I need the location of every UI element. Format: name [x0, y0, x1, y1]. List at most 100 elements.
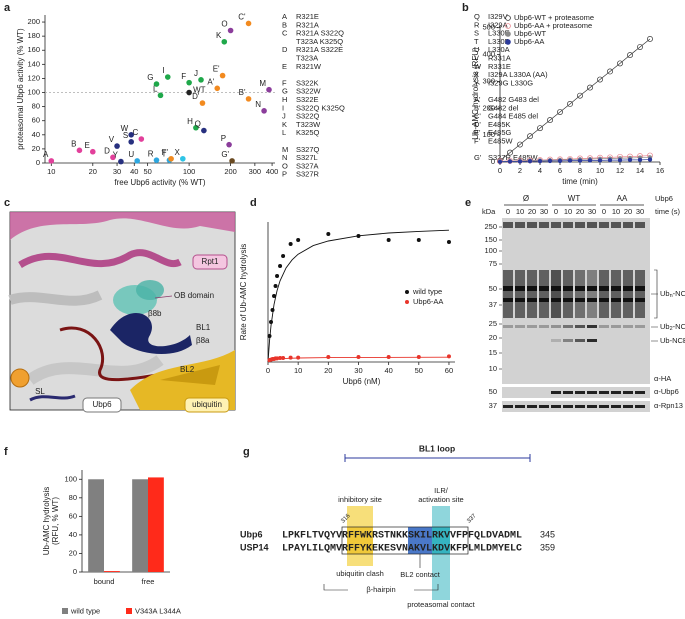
- point: [497, 159, 503, 164]
- marker-label: 15: [489, 348, 497, 357]
- point: [272, 294, 277, 298]
- series-line: [499, 159, 651, 163]
- band: [575, 222, 585, 228]
- x-tick-label: free: [142, 577, 155, 586]
- legend-marker: [505, 15, 511, 21]
- y-tick-label: 200: [482, 103, 495, 112]
- legend-label: S322Q: [296, 112, 320, 121]
- band: [551, 391, 561, 394]
- legend-label: R321E: [296, 12, 319, 21]
- band: [539, 325, 549, 328]
- point: [229, 158, 235, 164]
- structure-label: Ubp6: [92, 400, 112, 409]
- x-tick-label: 6: [558, 166, 562, 175]
- legend-label: V343A L344A: [135, 606, 181, 615]
- point: [326, 355, 331, 359]
- y-tick-label: 0: [36, 158, 40, 167]
- legend-label: R321A S322E: [296, 45, 343, 54]
- annotation: activation site: [418, 495, 463, 504]
- band: [527, 325, 537, 328]
- legend-key: E': [474, 128, 481, 137]
- legend-label: I329G L330G: [488, 78, 533, 87]
- band: [611, 286, 621, 291]
- band: [563, 298, 573, 302]
- band: [527, 222, 537, 228]
- point: [288, 242, 293, 246]
- point-label: D: [104, 146, 110, 155]
- band: [623, 391, 633, 394]
- ubp6-ribbon: [8, 290, 103, 306]
- x-tick-label: 12: [616, 166, 624, 175]
- ubp6-ribbon: [26, 354, 164, 386]
- band: [623, 222, 633, 228]
- point: [577, 158, 583, 163]
- marker-label: 150: [484, 235, 497, 244]
- band: [503, 325, 513, 328]
- point: [607, 68, 613, 75]
- point: [261, 108, 267, 114]
- series-line: [499, 157, 651, 162]
- y-axis-label: (RFU, % WT): [51, 497, 60, 545]
- point-label: V: [109, 135, 115, 144]
- legend-key: H: [282, 95, 287, 104]
- band: [575, 405, 585, 408]
- band: [575, 391, 585, 394]
- legend-key: D: [282, 45, 288, 54]
- band-label-part: Ub: [660, 322, 670, 331]
- point-label: W: [121, 124, 129, 133]
- x-tick-label: 300: [249, 167, 262, 176]
- point-label: T: [162, 149, 167, 158]
- time-point: 20: [624, 207, 632, 216]
- y-tick-label: 120: [27, 73, 40, 82]
- legend-label: S322E: [296, 95, 319, 104]
- legend-key: W: [474, 62, 482, 71]
- smear: [635, 270, 645, 318]
- point: [597, 76, 603, 83]
- marker-label: 100: [484, 246, 497, 255]
- x-tick-label: 16: [656, 166, 664, 175]
- x-tick-label: 0: [266, 366, 270, 375]
- legend-key: X: [474, 70, 479, 79]
- band-label-part: -NCB1: [673, 289, 685, 298]
- point-label: F': [162, 148, 169, 157]
- band: [563, 391, 573, 394]
- bar: [88, 479, 104, 572]
- smear: [599, 270, 609, 318]
- point: [557, 109, 563, 115]
- time-point: 10: [564, 207, 572, 216]
- point-label: B: [71, 139, 76, 148]
- band: [623, 325, 633, 328]
- loop-label: BL1 loop: [419, 443, 455, 453]
- band: [587, 339, 597, 342]
- antibody-label: α-Rpn13: [654, 401, 683, 410]
- legend-key: J: [282, 112, 286, 121]
- rpt1-ribbon: [10, 212, 235, 240]
- point: [278, 356, 283, 360]
- point: [226, 141, 232, 148]
- point-label: C': [238, 13, 246, 22]
- legend-label: S327R: [296, 170, 320, 179]
- band: [587, 286, 597, 291]
- legend-label: G482 del: [488, 103, 519, 112]
- point: [153, 81, 160, 87]
- legend-marker: [405, 290, 409, 294]
- legend-key: S: [474, 29, 479, 38]
- point: [214, 85, 221, 92]
- y-tick-label: 400: [482, 50, 495, 59]
- y-tick-label: 80: [32, 102, 40, 111]
- point: [386, 355, 391, 359]
- point: [587, 84, 593, 91]
- point: [637, 44, 643, 50]
- legend-label: L330D: [488, 37, 511, 46]
- ob-pocket: [136, 280, 164, 300]
- x-tick-label: 50: [415, 366, 423, 375]
- panel-label: a: [4, 2, 11, 14]
- legend-marker: [505, 23, 511, 29]
- bl2-loop: [59, 326, 176, 382]
- x-tick-label: 8: [578, 166, 582, 175]
- x-tick-label: 20: [89, 167, 97, 176]
- point: [416, 355, 421, 359]
- y-axis-label: Ub-AMC hydrolysis (RFU): [471, 47, 480, 140]
- point: [157, 92, 164, 99]
- marker-label: 50: [489, 387, 497, 396]
